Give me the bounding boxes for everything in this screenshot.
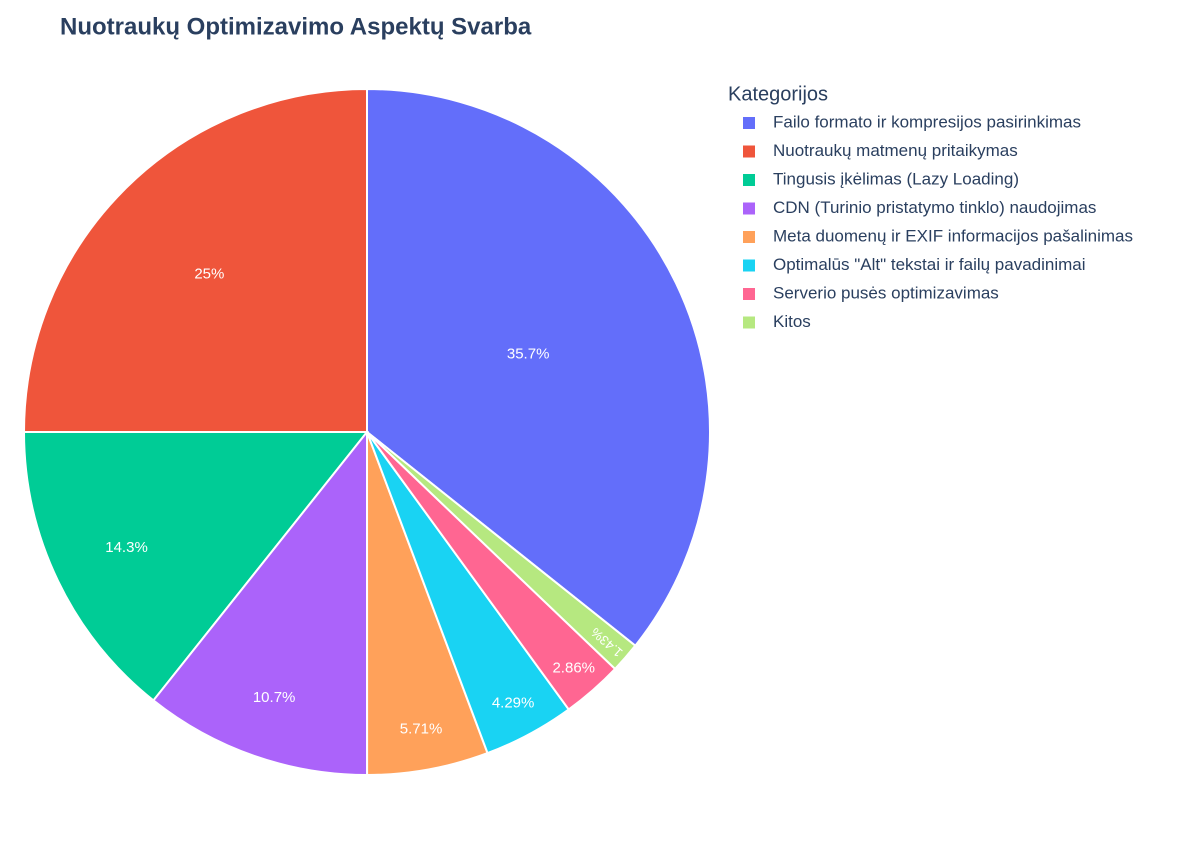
slice-label: 35.7%	[507, 345, 550, 362]
legend-swatch	[743, 174, 755, 186]
legend-swatch	[743, 117, 755, 129]
slice-label: 25%	[194, 265, 224, 282]
pie-slice	[152, 429, 369, 777]
legend-swatch	[743, 202, 755, 215]
legend-swatch	[743, 288, 755, 300]
pie-slice	[366, 431, 637, 671]
pie-slice	[22, 87, 368, 434]
legend-swatch	[743, 259, 755, 272]
legend-title: Kategorijos	[728, 83, 828, 105]
legend-label: Meta duomenų ir EXIF informacijos pašali…	[773, 226, 1133, 245]
legend-swatch	[743, 231, 755, 243]
chart-title: Nuotraukų Optimizavimo Aspektų Svarba	[60, 13, 532, 40]
legend-label: Kitos	[773, 312, 811, 331]
slice-label: 5.71%	[400, 720, 443, 737]
legend-swatch	[743, 316, 755, 329]
slice-label: 14.3%	[105, 539, 148, 556]
slice-label: 4.29%	[492, 694, 535, 711]
legend-label: CDN (Turinio pristatymo tinklo) naudojim…	[773, 198, 1096, 217]
legend-label: Serverio pusės optimizavimas	[773, 283, 999, 302]
legend-swatch	[743, 145, 755, 158]
pie-slice	[366, 87, 711, 648]
slice-label: 10.7%	[253, 689, 296, 706]
slice-label: 2.86%	[552, 659, 595, 676]
legend-label: Optimalūs "Alt" tekstai ir failų pavadin…	[773, 255, 1086, 274]
legend-label: Tingusis įkėlimas (Lazy Loading)	[773, 169, 1019, 188]
legend-label: Nuotraukų matmenų pritaikymas	[773, 141, 1018, 160]
pie-slice	[22, 430, 370, 702]
legend-label: Failo formato ir kompresijos pasirinkima…	[773, 112, 1081, 131]
